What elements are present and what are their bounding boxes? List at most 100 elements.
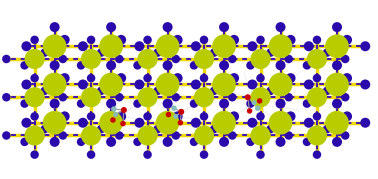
Circle shape bbox=[256, 112, 265, 121]
Circle shape bbox=[194, 87, 214, 107]
Circle shape bbox=[81, 49, 101, 69]
Circle shape bbox=[116, 73, 126, 83]
Circle shape bbox=[25, 87, 45, 107]
Circle shape bbox=[256, 150, 265, 159]
Circle shape bbox=[303, 99, 311, 108]
Circle shape bbox=[22, 79, 31, 90]
Circle shape bbox=[257, 98, 262, 104]
Circle shape bbox=[163, 22, 173, 32]
Circle shape bbox=[87, 74, 95, 82]
Circle shape bbox=[200, 74, 208, 82]
Circle shape bbox=[304, 118, 314, 128]
Circle shape bbox=[81, 87, 101, 107]
Circle shape bbox=[247, 41, 257, 51]
Circle shape bbox=[134, 41, 144, 51]
Circle shape bbox=[30, 112, 39, 121]
Circle shape bbox=[77, 138, 85, 146]
Circle shape bbox=[219, 137, 229, 147]
Circle shape bbox=[134, 118, 144, 128]
Circle shape bbox=[219, 22, 229, 32]
Circle shape bbox=[97, 87, 105, 95]
Circle shape bbox=[219, 99, 229, 109]
Circle shape bbox=[360, 118, 370, 128]
Circle shape bbox=[247, 108, 253, 114]
Circle shape bbox=[78, 118, 88, 128]
Circle shape bbox=[97, 125, 105, 133]
Circle shape bbox=[276, 22, 285, 32]
Circle shape bbox=[2, 131, 11, 140]
Circle shape bbox=[285, 131, 293, 140]
Circle shape bbox=[323, 125, 331, 133]
Circle shape bbox=[341, 55, 350, 63]
Circle shape bbox=[115, 131, 124, 140]
Circle shape bbox=[285, 111, 296, 121]
Circle shape bbox=[97, 48, 105, 57]
Circle shape bbox=[133, 99, 142, 108]
Circle shape bbox=[133, 61, 142, 70]
Circle shape bbox=[20, 61, 29, 70]
Circle shape bbox=[332, 60, 342, 70]
Circle shape bbox=[360, 41, 370, 51]
Circle shape bbox=[212, 73, 236, 96]
Circle shape bbox=[266, 87, 275, 95]
Circle shape bbox=[342, 111, 352, 121]
Circle shape bbox=[229, 73, 239, 83]
Circle shape bbox=[255, 105, 260, 111]
Circle shape bbox=[269, 34, 292, 58]
Circle shape bbox=[156, 34, 180, 58]
Circle shape bbox=[143, 150, 152, 159]
Circle shape bbox=[247, 118, 257, 128]
Circle shape bbox=[228, 131, 237, 140]
Circle shape bbox=[341, 93, 350, 101]
Circle shape bbox=[143, 112, 152, 121]
Circle shape bbox=[116, 111, 126, 121]
Circle shape bbox=[325, 111, 349, 135]
Circle shape bbox=[246, 138, 255, 146]
Circle shape bbox=[200, 36, 208, 44]
Circle shape bbox=[190, 138, 198, 146]
Circle shape bbox=[60, 35, 70, 45]
Circle shape bbox=[229, 111, 239, 121]
Circle shape bbox=[153, 48, 162, 57]
Circle shape bbox=[219, 60, 229, 70]
Circle shape bbox=[200, 112, 208, 121]
Circle shape bbox=[341, 131, 350, 140]
Circle shape bbox=[153, 87, 162, 95]
Circle shape bbox=[276, 137, 285, 147]
Circle shape bbox=[60, 73, 70, 83]
Circle shape bbox=[251, 87, 271, 107]
Circle shape bbox=[115, 55, 124, 63]
Circle shape bbox=[116, 35, 126, 45]
Circle shape bbox=[43, 73, 67, 96]
Circle shape bbox=[210, 87, 218, 95]
Circle shape bbox=[247, 79, 257, 90]
Circle shape bbox=[323, 87, 331, 95]
Circle shape bbox=[111, 106, 116, 112]
Circle shape bbox=[246, 61, 255, 70]
Circle shape bbox=[212, 34, 236, 58]
Circle shape bbox=[191, 118, 201, 128]
Circle shape bbox=[173, 114, 178, 119]
Circle shape bbox=[138, 87, 158, 107]
Circle shape bbox=[113, 112, 118, 117]
Circle shape bbox=[191, 41, 201, 51]
Circle shape bbox=[342, 35, 352, 45]
Circle shape bbox=[178, 120, 183, 125]
Circle shape bbox=[228, 55, 237, 63]
Circle shape bbox=[163, 99, 173, 109]
Circle shape bbox=[40, 48, 49, 57]
Circle shape bbox=[153, 125, 162, 133]
Circle shape bbox=[304, 79, 314, 90]
Circle shape bbox=[276, 60, 285, 70]
Circle shape bbox=[229, 35, 239, 45]
Circle shape bbox=[360, 79, 370, 90]
Circle shape bbox=[163, 137, 173, 147]
Circle shape bbox=[285, 35, 296, 45]
Circle shape bbox=[166, 112, 171, 117]
Circle shape bbox=[256, 36, 265, 44]
Circle shape bbox=[307, 87, 327, 107]
Circle shape bbox=[325, 73, 349, 96]
Circle shape bbox=[78, 41, 88, 51]
Circle shape bbox=[173, 73, 183, 83]
Circle shape bbox=[134, 79, 144, 90]
